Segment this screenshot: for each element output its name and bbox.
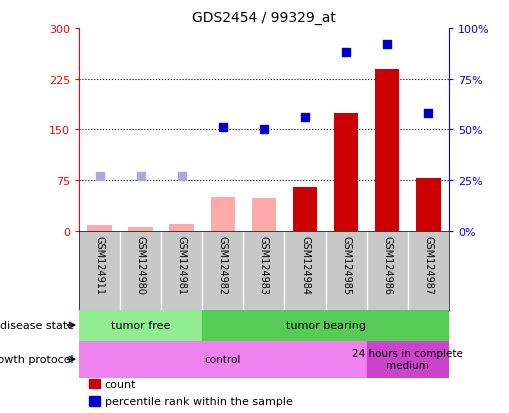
Title: GDS2454 / 99329_at: GDS2454 / 99329_at xyxy=(191,11,335,25)
Point xyxy=(177,173,185,180)
Bar xyxy=(169,225,194,231)
Text: GSM124981: GSM124981 xyxy=(177,235,186,294)
Text: GSM124980: GSM124980 xyxy=(135,235,146,294)
Text: 24 hours in complete
medium: 24 hours in complete medium xyxy=(352,349,462,370)
Text: GSM124983: GSM124983 xyxy=(259,235,268,294)
Text: control: control xyxy=(204,354,241,364)
Text: GSM124984: GSM124984 xyxy=(299,235,309,294)
Bar xyxy=(87,226,111,231)
Bar xyxy=(202,310,448,341)
Text: GSM124982: GSM124982 xyxy=(217,235,228,294)
Text: GSM124985: GSM124985 xyxy=(341,235,350,294)
Text: disease state: disease state xyxy=(0,320,74,330)
Text: percentile rank within the sample: percentile rank within the sample xyxy=(104,396,292,406)
Text: tumor free: tumor free xyxy=(111,320,170,330)
Point xyxy=(218,125,227,131)
Text: GSM124911: GSM124911 xyxy=(94,235,104,294)
Text: tumor bearing: tumor bearing xyxy=(285,320,365,330)
Point xyxy=(382,42,390,48)
Bar xyxy=(79,341,366,378)
Point xyxy=(423,111,432,117)
Point xyxy=(300,115,308,121)
Bar xyxy=(374,69,399,231)
Point xyxy=(95,173,103,180)
Bar xyxy=(366,341,448,378)
Bar xyxy=(210,197,235,231)
Text: GSM124986: GSM124986 xyxy=(381,235,391,294)
Bar xyxy=(251,199,276,231)
Text: count: count xyxy=(104,379,136,389)
Bar xyxy=(292,188,317,231)
Text: growth protocol: growth protocol xyxy=(0,354,74,364)
Bar xyxy=(128,228,153,231)
Point xyxy=(342,50,350,57)
Point xyxy=(260,127,268,133)
Bar xyxy=(79,310,202,341)
Point xyxy=(136,173,145,180)
Text: GSM124987: GSM124987 xyxy=(422,235,433,294)
Bar xyxy=(333,113,358,231)
Bar xyxy=(415,179,440,231)
